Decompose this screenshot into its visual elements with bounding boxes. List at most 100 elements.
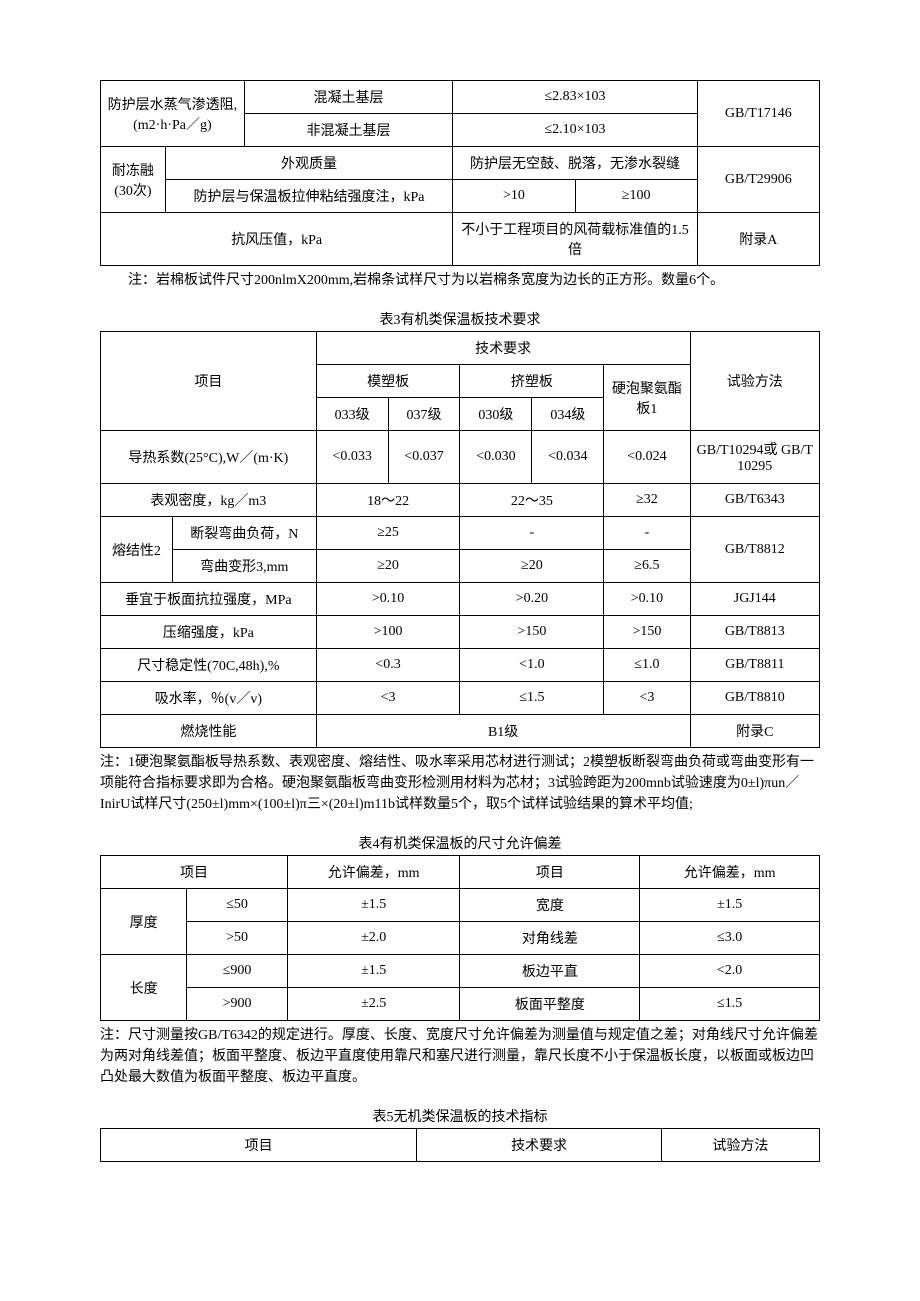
- t3-thermal-v5: <0.024: [604, 431, 690, 484]
- t3-break-m: GB/T8812: [690, 517, 819, 583]
- t3-tensile-label: 垂宜于板面抗拉强度，MPa: [101, 583, 317, 616]
- t3-dim-m: GB/T8811: [690, 649, 819, 682]
- t3-water-m: GB/T8810: [690, 682, 819, 715]
- t4-tol1: 允许偏差，mm: [287, 856, 460, 889]
- t3-break-v3: -: [604, 517, 690, 550]
- t3-dim-v2: <1.0: [460, 649, 604, 682]
- t3-project: 项目: [101, 332, 317, 431]
- t3-bend-v3: ≥6.5: [604, 550, 690, 583]
- t1-wind: 抗风压值，kPa: [101, 213, 453, 266]
- t3-dim-v1: <0.3: [316, 649, 460, 682]
- t3-jsu: 挤塑板: [460, 365, 604, 398]
- t3-break-label: 断裂弯曲负荷，N: [172, 517, 316, 550]
- t4-thick-label: 厚度: [101, 889, 187, 955]
- t3-method: 试验方法: [690, 332, 819, 431]
- table4-note: 注：尺寸测量按GB/T6342的规定进行。厚度、长度、宽度尺寸允许偏差为测量值与…: [100, 1025, 820, 1088]
- table5-title: 表5无机类保温板的技术指标: [100, 1106, 820, 1126]
- t1-method-3: 附录A: [697, 213, 819, 266]
- t3-bend-v1: ≥20: [316, 550, 460, 583]
- t3-compress-m: GB/T8813: [690, 616, 819, 649]
- t5-tech: 技术要求: [417, 1129, 661, 1162]
- t4-tol2: 允许偏差，mm: [640, 856, 820, 889]
- table-4: 项目 允许偏差，mm 项目 允许偏差，mm 厚度 ≤50 ±1.5 宽度 ±1.…: [100, 855, 820, 1021]
- t4-thick-r2a: >50: [187, 922, 288, 955]
- t3-030: 030级: [460, 398, 532, 431]
- table-3: 项目 技术要求 试验方法 模塑板 挤塑板 硬泡聚氨酯板1 033级 037级 0…: [100, 331, 820, 748]
- t4-len-r2c: 板面平整度: [460, 988, 640, 1021]
- t4-thick-r2c: 对角线差: [460, 922, 640, 955]
- table1-note: 注：岩棉板试件尺寸200nlmX200mm,岩棉条试样尺寸为以岩棉条宽度为边长的…: [100, 270, 820, 291]
- t5-proj: 项目: [101, 1129, 417, 1162]
- t3-fire-v1: B1级: [316, 715, 690, 748]
- t1-wind-val: 不小于工程项目的风荷载标准值的1.5倍: [453, 213, 697, 266]
- t3-density-m: GB/T6343: [690, 484, 819, 517]
- t1-vapor-label: 防护层水蒸气渗透阻, (m2·h·Pa／g): [101, 81, 245, 147]
- t4-len-label: 长度: [101, 955, 187, 1021]
- t1-nonconcrete: 非混凝土基层: [244, 114, 453, 147]
- table4-title: 表4有机类保温板的尺寸允许偏差: [100, 833, 820, 853]
- t4-len-r2d: ≤1.5: [640, 988, 820, 1021]
- t3-thermal-v2: <0.037: [388, 431, 460, 484]
- t4-len-r1a: ≤900: [187, 955, 288, 988]
- t4-len-r1c: 板边平直: [460, 955, 640, 988]
- t4-proj1: 项目: [101, 856, 288, 889]
- t3-compress-label: 压缩强度，kPa: [101, 616, 317, 649]
- t1-bond-v1: >10: [453, 180, 575, 213]
- t3-ypu: 硬泡聚氨酯板1: [604, 365, 690, 431]
- t3-density-v3: ≥32: [604, 484, 690, 517]
- t3-thermal-label: 导热系数(25°C),W／(m·K): [101, 431, 317, 484]
- t1-nonconcrete-val: ≤2.10×103: [453, 114, 697, 147]
- t3-compress-v3: >150: [604, 616, 690, 649]
- t3-037: 037级: [388, 398, 460, 431]
- t1-concrete-val: ≤2.83×103: [453, 81, 697, 114]
- t3-water-v2: ≤1.5: [460, 682, 604, 715]
- table3-note: 注：1硬泡聚氨酯板导热系数、表观密度、熔结性、吸水率采用芯材进行测试；2模塑板断…: [100, 752, 820, 815]
- t1-freeze-label: 耐冻融 (30次): [101, 147, 166, 213]
- t1-concrete: 混凝土基层: [244, 81, 453, 114]
- t5-method: 试验方法: [661, 1129, 819, 1162]
- t3-tech: 技术要求: [316, 332, 690, 365]
- t3-tensile-v1: >0.10: [316, 583, 460, 616]
- t3-fire-label: 燃烧性能: [101, 715, 317, 748]
- t3-thermal-m: GB/T10294或 GB/T10295: [690, 431, 819, 484]
- t3-bend-v2: ≥20: [460, 550, 604, 583]
- t4-thick-r1a: ≤50: [187, 889, 288, 922]
- table-1: 防护层水蒸气渗透阻, (m2·h·Pa／g) 混凝土基层 ≤2.83×103 G…: [100, 80, 820, 266]
- t3-density-v2: 22～35: [460, 484, 604, 517]
- t3-tensile-m: JGJ144: [690, 583, 819, 616]
- t4-len-r2a: >900: [187, 988, 288, 1021]
- t4-len-r1d: <2.0: [640, 955, 820, 988]
- t3-tensile-v3: >0.10: [604, 583, 690, 616]
- t3-density-label: 表观密度，kg／m3: [101, 484, 317, 517]
- t3-compress-v1: >100: [316, 616, 460, 649]
- t4-thick-r2b: ±2.0: [287, 922, 460, 955]
- t3-msu: 模塑板: [316, 365, 460, 398]
- t3-rjx-label: 熔结性2: [101, 517, 173, 583]
- t1-bond: 防护层与保温板拉伸粘结强度注，kPa: [165, 180, 453, 213]
- t3-033: 033级: [316, 398, 388, 431]
- t3-thermal-v4: <0.034: [532, 431, 604, 484]
- t3-tensile-v2: >0.20: [460, 583, 604, 616]
- t4-proj2: 项目: [460, 856, 640, 889]
- t3-thermal-v1: <0.033: [316, 431, 388, 484]
- t1-bond-v2: ≥100: [575, 180, 697, 213]
- t1-method-2: GB/T29906: [697, 147, 819, 213]
- t3-dim-label: 尺寸稳定性(70C,48h),%: [101, 649, 317, 682]
- t4-len-r2b: ±2.5: [287, 988, 460, 1021]
- t3-dim-v3: ≤1.0: [604, 649, 690, 682]
- t4-thick-r1d: ±1.5: [640, 889, 820, 922]
- t1-appearance: 外观质量: [165, 147, 453, 180]
- t3-bend-label: 弯曲变形3,mm: [172, 550, 316, 583]
- t3-fire-m: 附录C: [690, 715, 819, 748]
- t3-density-v1: 18～22: [316, 484, 460, 517]
- t4-len-r1b: ±1.5: [287, 955, 460, 988]
- t3-water-label: 吸水率，％(v／v): [101, 682, 317, 715]
- t3-034: 034级: [532, 398, 604, 431]
- t4-thick-r2d: ≤3.0: [640, 922, 820, 955]
- t1-method-1: GB/T17146: [697, 81, 819, 147]
- table3-title: 表3有机类保温板技术要求: [100, 309, 820, 329]
- t3-break-v1: ≥25: [316, 517, 460, 550]
- t4-thick-r1c: 宽度: [460, 889, 640, 922]
- t4-thick-r1b: ±1.5: [287, 889, 460, 922]
- t3-thermal-v3: <0.030: [460, 431, 532, 484]
